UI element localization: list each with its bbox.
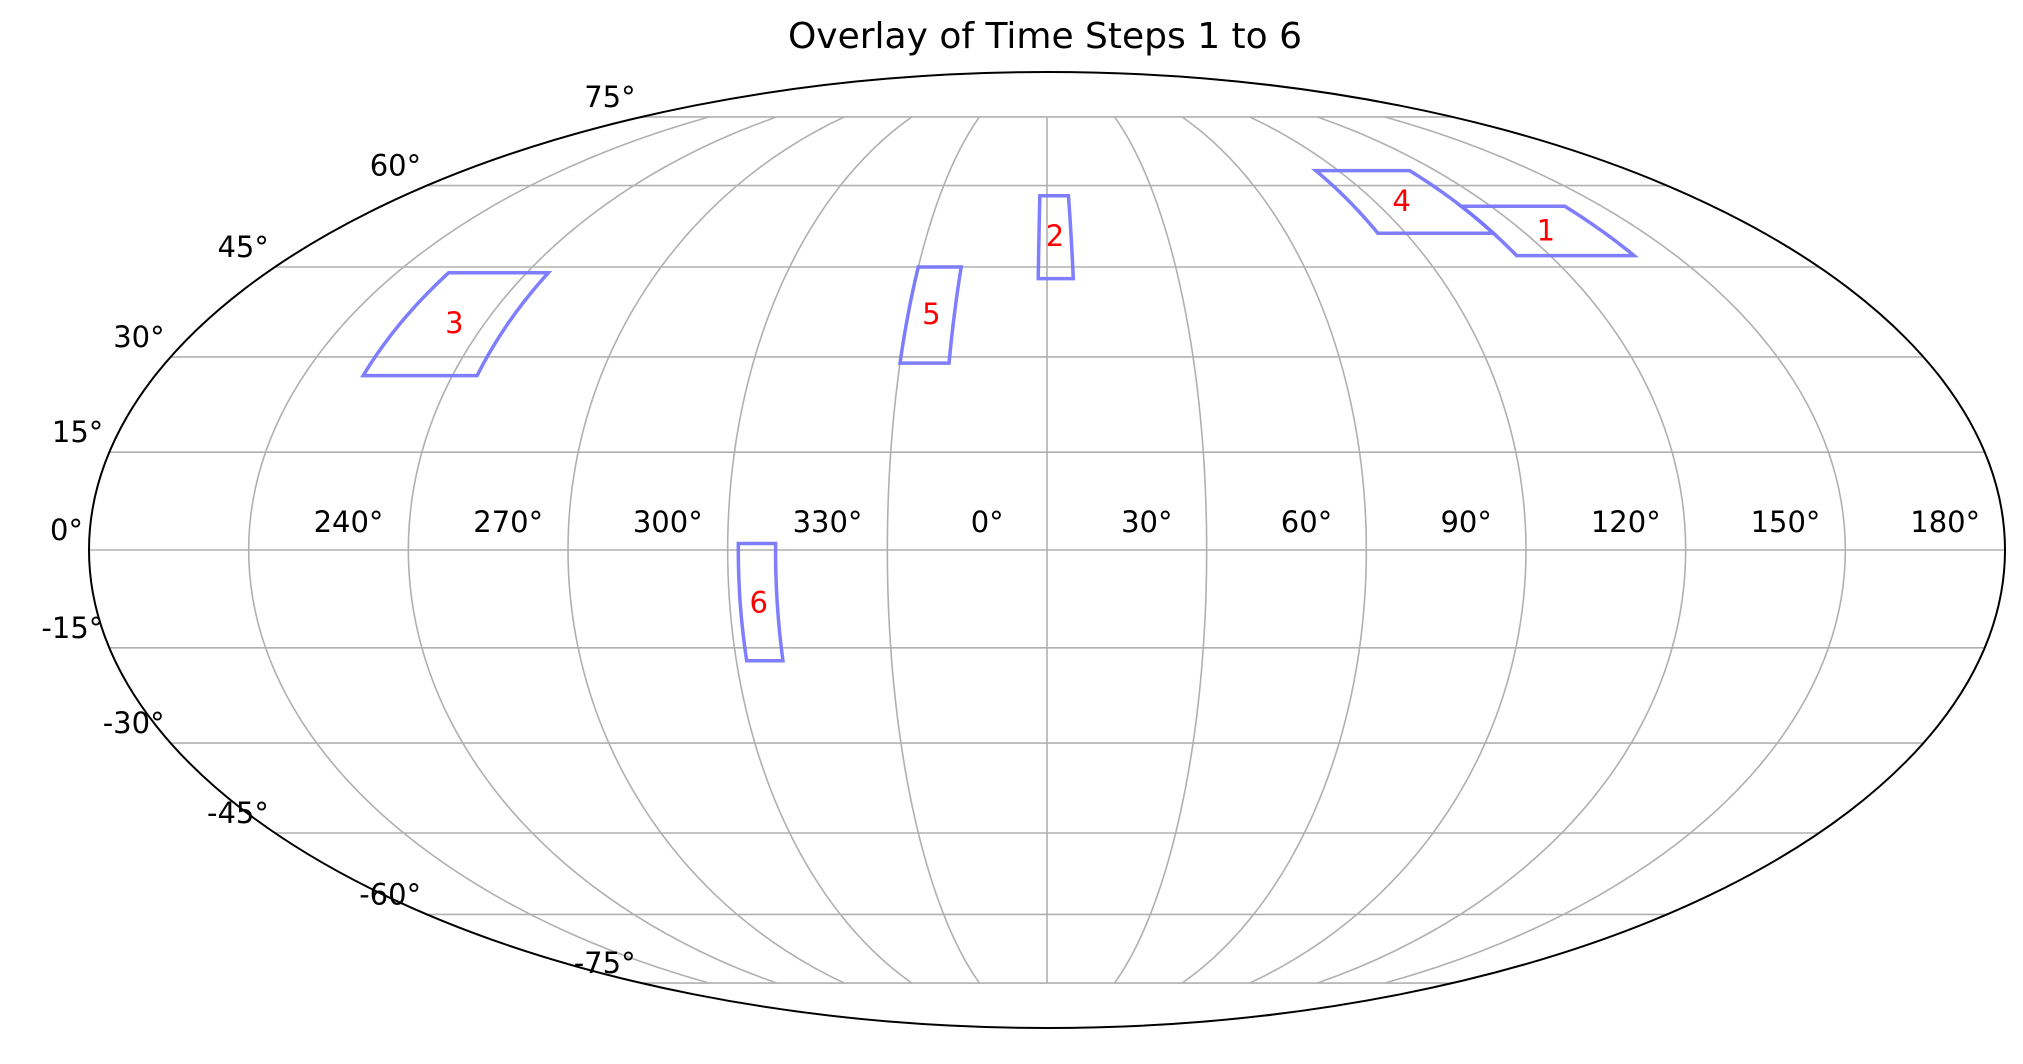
region-footprint-2 bbox=[1036, 194, 1076, 281]
longitude-tick-label: 150° bbox=[1751, 505, 1821, 539]
axis-tick-labels: 240° 270° 300° 330° 0° 30° 60° 90° 120° 150° 180°7… bbox=[41, 80, 1980, 980]
meridian-gridline bbox=[1384, 116, 1847, 984]
region-footprints bbox=[360, 168, 1639, 663]
region-footprint-5 bbox=[898, 265, 964, 365]
meridian-gridline bbox=[407, 116, 778, 984]
longitude-tick-label: 300° bbox=[633, 505, 703, 539]
region-footprint-3 bbox=[360, 271, 553, 378]
latitude-tick-label: -60° bbox=[359, 877, 421, 911]
meridian-gridline bbox=[726, 116, 913, 984]
meridian-gridline bbox=[1249, 116, 1527, 984]
meridian-gridline bbox=[886, 116, 981, 984]
latitude-tick-label: -45° bbox=[207, 796, 269, 830]
meridian-gridline bbox=[1181, 116, 1368, 984]
region-label-6: 6 bbox=[749, 585, 767, 619]
region-label-1: 1 bbox=[1537, 214, 1555, 248]
latitude-tick-label: 60° bbox=[370, 149, 421, 183]
latitude-tick-label: 0° bbox=[50, 513, 83, 547]
region-label-5: 5 bbox=[922, 297, 940, 331]
latitude-tick-label: 15° bbox=[52, 415, 103, 449]
region-label-2: 2 bbox=[1046, 219, 1064, 253]
map-outline bbox=[88, 71, 2006, 1029]
latitude-tick-label: 45° bbox=[217, 230, 268, 264]
longitude-tick-label: 270° bbox=[473, 505, 543, 539]
region-footprint-6 bbox=[736, 541, 785, 663]
region-label-4: 4 bbox=[1392, 184, 1410, 218]
latitude-tick-label: -30° bbox=[103, 706, 165, 740]
longitude-tick-label: 0° bbox=[971, 505, 1004, 539]
latitude-tick-label: 75° bbox=[584, 80, 635, 114]
meridian-gridline bbox=[247, 116, 710, 984]
region-label-3: 3 bbox=[445, 306, 463, 340]
longitude-tick-label: 60° bbox=[1281, 505, 1332, 539]
latitude-tick-label: -75° bbox=[574, 946, 636, 980]
region-footprint-4 bbox=[1310, 168, 1498, 235]
longitude-tick-label: 120° bbox=[1591, 505, 1661, 539]
longitude-tick-label: 30° bbox=[1121, 505, 1172, 539]
longitude-tick-label: 240° bbox=[314, 505, 384, 539]
meridian-gridline bbox=[567, 116, 845, 984]
projection-boundary bbox=[88, 71, 2006, 1029]
longitude-tick-label: 90° bbox=[1440, 505, 1491, 539]
latitude-tick-label: 30° bbox=[113, 320, 164, 354]
meridian-gridline bbox=[1113, 116, 1208, 984]
meridian-gridline bbox=[1316, 116, 1687, 984]
region-labels: 1 2 3 4 5 6 bbox=[445, 184, 1555, 619]
longitude-tick-label: 180° bbox=[1910, 505, 1980, 539]
chart-title: Overlay of Time Steps 1 to 6 bbox=[788, 16, 1302, 57]
latitude-tick-label: -15° bbox=[41, 611, 103, 645]
graticule-grid bbox=[89, 116, 2005, 984]
longitude-tick-label: 330° bbox=[793, 505, 863, 539]
